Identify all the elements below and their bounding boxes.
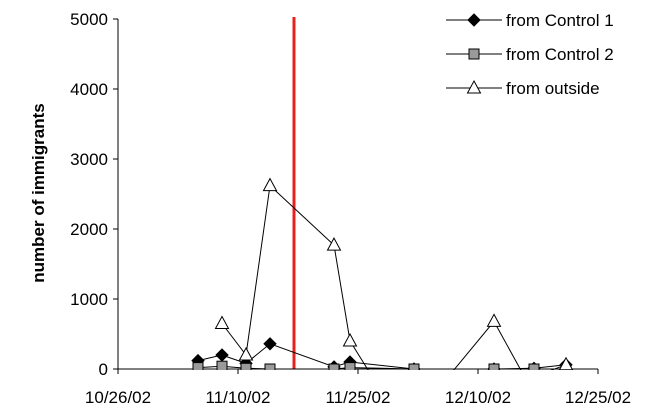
x-tick-labels: 10/26/02 11/10/02 11/25/02 12/10/02 12/25/02: [85, 388, 631, 407]
y-axis-label: number of immigrants: [29, 103, 48, 282]
y-tick-label: 4000: [70, 80, 108, 99]
x-tick-label: 10/26/02: [85, 388, 151, 407]
y-tick-label: 0: [99, 360, 108, 379]
series-line: [221, 184, 567, 370]
y-tick-label: 2000: [70, 220, 108, 239]
legend-label: from Control 1: [506, 11, 614, 30]
y-tick-label: 1000: [70, 290, 108, 309]
data-point: [558, 356, 574, 370]
data-point: [486, 313, 502, 327]
data-point: [488, 363, 500, 370]
data-point: [216, 360, 228, 370]
legend-label: from outside: [506, 79, 600, 98]
legend-label: from Control 2: [506, 45, 614, 64]
data-point: [328, 363, 340, 370]
legend-marker: [466, 79, 482, 94]
x-tick-label: 12/10/02: [445, 388, 511, 407]
legend: from Control 1 from Control 2 from outside: [446, 11, 614, 98]
data-point: [262, 177, 278, 192]
data-point: [215, 348, 229, 362]
series-line: [197, 343, 567, 370]
data-point: [342, 332, 358, 347]
series-layer: [191, 177, 574, 370]
data-point: [326, 237, 342, 251]
x-tick-label: 12/25/02: [565, 388, 631, 407]
legend-marker: [468, 48, 480, 60]
data-point: [240, 362, 252, 370]
y-tick-label: 5000: [70, 10, 108, 29]
y-tick-label: 3000: [70, 150, 108, 169]
data-point: [528, 363, 540, 370]
y-tick-labels: 0 1000 2000 3000 4000 5000: [70, 10, 108, 379]
data-point: [238, 346, 254, 361]
series-line: [197, 365, 566, 370]
x-tick-label: 11/10/02: [206, 388, 271, 407]
data-point: [344, 362, 356, 370]
series-from-outside: [214, 177, 574, 370]
data-point: [263, 337, 277, 351]
data-point: [214, 315, 230, 329]
x-tick-label: 11/25/02: [326, 388, 391, 407]
legend-marker: [467, 13, 481, 27]
data-point: [408, 363, 420, 370]
data-point: [264, 363, 276, 370]
data-point: [192, 362, 204, 370]
axes: [113, 18, 599, 374]
series-from-control-2: [192, 360, 572, 370]
